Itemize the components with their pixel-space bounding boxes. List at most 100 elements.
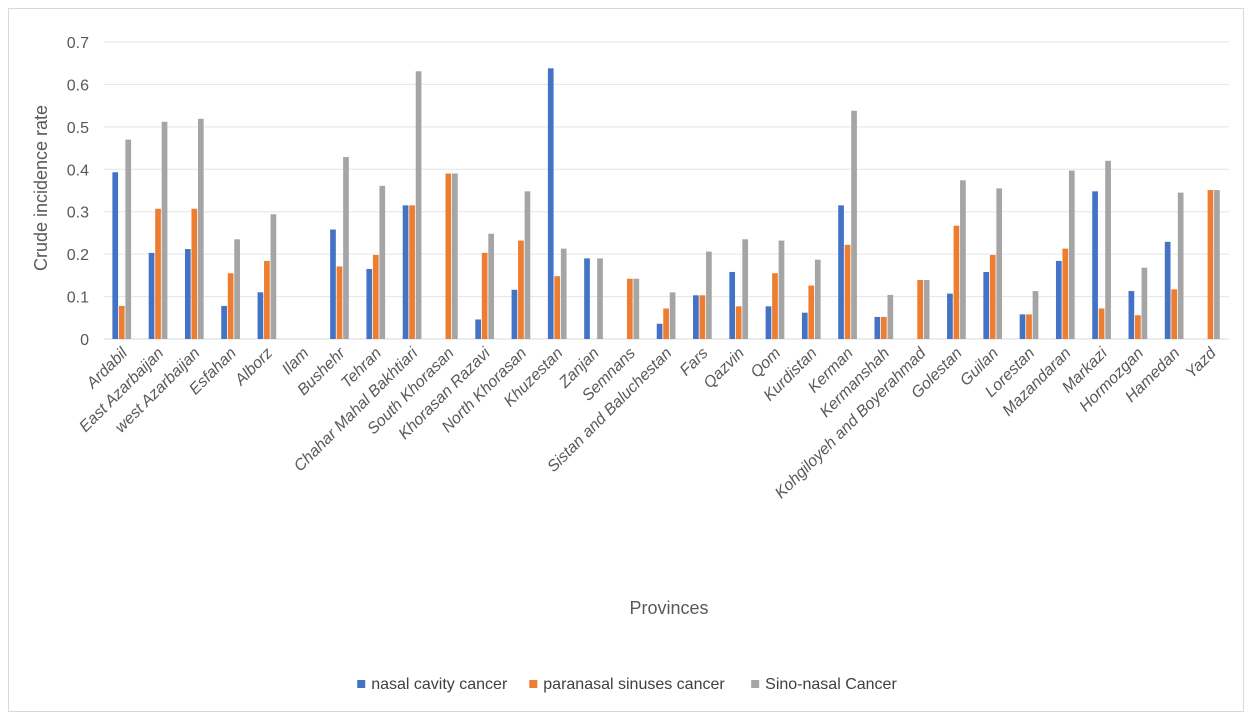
bar: [1171, 289, 1178, 339]
bar: [560, 248, 567, 339]
bar: [735, 306, 742, 339]
bar: [1098, 308, 1105, 339]
bar: [880, 316, 887, 339]
bar: [1214, 190, 1220, 339]
bar: [184, 249, 191, 339]
bar: [343, 156, 349, 339]
bar: [445, 173, 452, 339]
bar: [257, 292, 264, 339]
bar: [960, 180, 966, 339]
bar: [1068, 170, 1075, 339]
bar: [475, 319, 481, 339]
bar: [1177, 192, 1184, 339]
y-tick-label: 0.5: [67, 120, 89, 137]
bar: [656, 323, 663, 339]
bar: [554, 276, 561, 339]
bar: [729, 271, 736, 339]
bar: [379, 185, 386, 339]
y-tick-label: 0.6: [67, 77, 89, 94]
bar: [947, 293, 953, 339]
bar: [481, 252, 488, 339]
bar: [234, 239, 240, 339]
bar: [1026, 314, 1032, 339]
bar: [227, 273, 234, 339]
bar: [996, 188, 1003, 339]
bar: [336, 266, 343, 339]
bar: [264, 260, 270, 339]
bar: [663, 308, 669, 339]
bar: [626, 278, 633, 339]
bar: [1128, 291, 1135, 339]
bar: [838, 205, 844, 339]
y-tick-label: 0.4: [67, 162, 89, 179]
y-tick-label: 0.1: [67, 290, 89, 307]
y-tick-label: 0.3: [67, 205, 89, 222]
bar: [765, 306, 772, 339]
bar: [415, 71, 422, 340]
bar: [917, 280, 923, 339]
y-tick-label: 0.2: [67, 247, 89, 264]
y-tick-label: 0: [80, 332, 89, 349]
chart-frame: 0 0.1 0.2 0.3 0.4 0.5 0.6 0.7 Ardabil East Azarb…: [8, 8, 1244, 712]
bar: [669, 292, 676, 339]
bar: [953, 225, 960, 339]
gridlines: [104, 41, 1229, 340]
y-axis-title: Crude incidence rate: [31, 105, 51, 271]
x-tick-label: Yazd: [1183, 344, 1221, 382]
bar: [584, 258, 590, 339]
legend-swatch: [357, 680, 366, 688]
bar: [699, 295, 706, 339]
bar: [989, 254, 996, 339]
bar: [488, 233, 494, 339]
bar: [844, 244, 851, 339]
bar: [887, 294, 894, 339]
bar: [118, 305, 125, 339]
x-tick-label: Alborz: [231, 345, 276, 390]
bar: [1019, 314, 1026, 339]
bar: [814, 259, 821, 339]
bar: [1105, 160, 1111, 339]
bar: [1135, 315, 1141, 339]
bar: [778, 240, 785, 339]
bar: [742, 239, 749, 339]
bar: [148, 252, 155, 339]
bar: [372, 254, 379, 339]
bar: [524, 191, 531, 339]
bar: [874, 316, 881, 339]
legend-label: Sino-nasal Cancer: [765, 676, 897, 693]
bar: [923, 280, 930, 339]
bar: [1032, 291, 1039, 339]
bar: [597, 258, 603, 339]
y-axis-ticks: 0 0.1 0.2 0.3 0.4 0.5 0.6 0.7: [67, 35, 89, 349]
bar: [402, 205, 409, 339]
bar: [693, 295, 699, 339]
bar: [772, 273, 778, 339]
bar: [633, 278, 640, 339]
bar: [547, 68, 554, 339]
bar: [518, 240, 524, 339]
x-tick-label: Qazvin: [701, 345, 748, 392]
bar: [1141, 267, 1148, 339]
x-axis-title: Provinces: [629, 598, 708, 618]
bar: [1062, 248, 1069, 339]
bar: [112, 172, 119, 339]
legend-swatch: [751, 680, 760, 688]
bar: [851, 110, 857, 339]
y-tick-label: 0.7: [67, 35, 89, 52]
bar: [221, 305, 227, 339]
bar: [1207, 190, 1214, 339]
legend-swatch: [529, 680, 538, 688]
bar: [366, 268, 373, 339]
bar: [1055, 260, 1062, 339]
legend-label: nasal cavity cancer: [371, 676, 508, 693]
bar: [1092, 191, 1098, 339]
bar: [808, 285, 815, 339]
bar: [125, 139, 132, 339]
bar: [983, 271, 990, 339]
bar: [191, 208, 198, 339]
bars: [112, 68, 1220, 340]
bar: [1164, 241, 1171, 339]
bar: [801, 312, 808, 339]
